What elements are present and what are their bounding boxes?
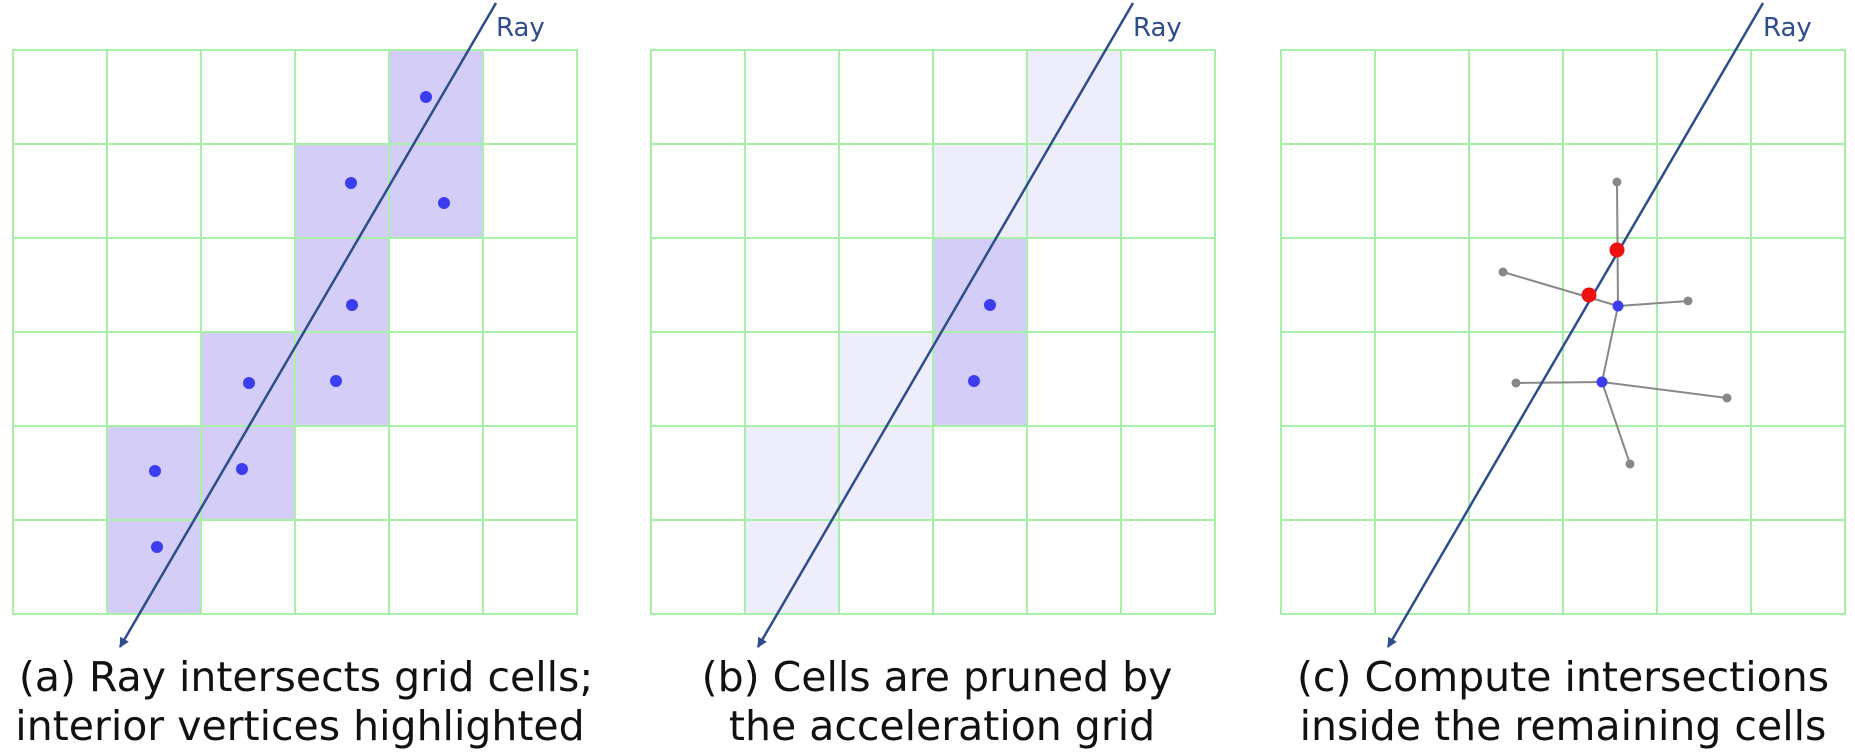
- pruned-cell: [745, 426, 839, 520]
- intersection-point: [1581, 287, 1597, 303]
- vertex-dot: [1612, 300, 1624, 312]
- endpoint-dot: [1683, 296, 1693, 306]
- vertex-dot: [1596, 376, 1608, 388]
- vertex-dot: [236, 463, 248, 475]
- panel-a-caption-line-1: (a) Ray intersects grid cells;: [19, 653, 593, 701]
- panel-c-endpoints: [1498, 177, 1732, 469]
- panel-b-cells: [745, 50, 1121, 614]
- endpoint-dot: [1612, 177, 1622, 187]
- panel-b-caption-line-2: the acceleration grid: [729, 702, 1155, 750]
- panel-a: Ray (a) Ray intersects grid cells; inter…: [12, 2, 593, 750]
- mesh-edge: [1601, 305, 1619, 383]
- panel-b-vertices: [968, 299, 996, 387]
- vertex-dot: [968, 375, 980, 387]
- panel-a-vertices: [149, 91, 450, 553]
- mesh-edge: [1617, 300, 1689, 307]
- active-cell: [201, 426, 295, 520]
- vertex-dot: [345, 177, 357, 189]
- active-cell: [295, 332, 389, 426]
- vertex-dot: [438, 197, 450, 209]
- pruned-cell: [933, 144, 1027, 238]
- panel-c-caption-line-1: (c) Compute intersections: [1297, 653, 1829, 701]
- pruned-cell: [839, 332, 933, 426]
- endpoint-dot: [1511, 378, 1521, 388]
- endpoint-dot: [1722, 393, 1732, 403]
- vertex-dot: [330, 375, 342, 387]
- panel-c-edges: [1502, 181, 1728, 465]
- panel-c-grid: [1280, 49, 1846, 615]
- panel-c: Ray (c) Compute intersections inside the…: [1280, 2, 1846, 750]
- ray-label: Ray: [1763, 13, 1812, 43]
- ray-line: [1386, 2, 1765, 648]
- endpoint-dot: [1625, 459, 1635, 469]
- mesh-edge: [1502, 271, 1619, 307]
- active-cell: [389, 50, 483, 144]
- panel-c-intersections: [1581, 242, 1625, 303]
- ray-label: Ray: [496, 13, 545, 43]
- endpoint-dot: [1498, 267, 1508, 277]
- ray-line: [756, 2, 1135, 648]
- active-cell: [389, 144, 483, 238]
- panel-a-caption-line-2: interior vertices highlighted: [15, 702, 584, 750]
- panel-b-caption-line-1: (b) Cells are pruned by: [702, 653, 1173, 701]
- panel-c-vertices: [1596, 300, 1624, 388]
- ray-line: [118, 2, 498, 648]
- vertex-dot: [151, 541, 163, 553]
- mesh-edge: [1601, 381, 1631, 465]
- active-cell: [295, 144, 389, 238]
- pruned-cell: [1027, 144, 1121, 238]
- vertex-dot: [346, 299, 358, 311]
- panel-a-grid: [12, 49, 578, 615]
- panel-b: Ray (b) Cells are pruned by the accelera…: [650, 2, 1216, 750]
- vertex-dot: [984, 299, 996, 311]
- pruned-cell: [1027, 50, 1121, 144]
- mesh-edge: [1515, 381, 1603, 384]
- intersection-point: [1609, 242, 1625, 258]
- vertex-dot: [420, 91, 432, 103]
- mesh-edge: [1601, 381, 1728, 399]
- vertex-dot: [243, 377, 255, 389]
- active-cell: [295, 238, 389, 332]
- panel-c-caption-line-2: inside the remaining cells: [1300, 702, 1827, 750]
- pruned-cell: [839, 426, 933, 520]
- panel-b-grid: [650, 49, 1216, 615]
- active-cell: [933, 238, 1027, 332]
- active-cell: [933, 332, 1027, 426]
- vertex-dot: [149, 465, 161, 477]
- ray-label: Ray: [1133, 13, 1182, 43]
